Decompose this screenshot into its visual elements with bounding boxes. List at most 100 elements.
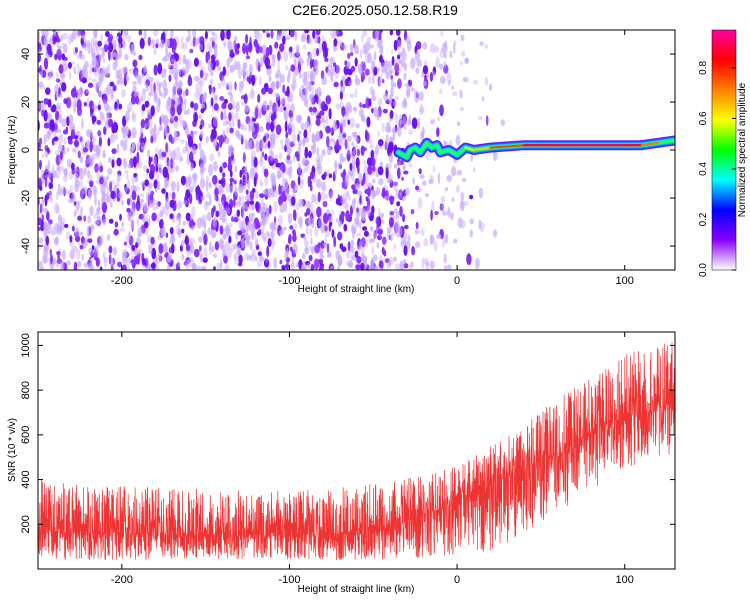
noise-blob — [122, 253, 125, 264]
noise-blob — [393, 82, 397, 88]
noise-blob — [88, 76, 92, 81]
noise-blob — [177, 200, 181, 211]
noise-blob — [96, 82, 100, 94]
noise-blob — [405, 232, 408, 245]
noise-blob — [233, 36, 238, 42]
noise-blob — [212, 217, 218, 229]
noise-blob — [203, 76, 207, 81]
noise-blob — [443, 64, 449, 74]
noise-blob — [270, 133, 276, 144]
noise-blob — [85, 129, 91, 137]
noise-blob — [362, 255, 367, 264]
noise-blob — [226, 247, 233, 259]
noise-blob — [63, 169, 68, 176]
noise-blob — [228, 235, 232, 244]
noise-blob — [339, 243, 343, 250]
noise-blob — [40, 66, 44, 79]
noise-blob — [360, 114, 366, 122]
noise-blob — [254, 189, 259, 199]
noise-blob — [222, 218, 226, 223]
noise-blob — [63, 169, 68, 176]
figure-title: C2E6.2025.050.12.58.R19 — [292, 2, 458, 18]
noise-blob — [442, 210, 448, 216]
noise-blob — [126, 102, 133, 113]
noise-blob — [119, 213, 122, 221]
noise-blob — [227, 40, 233, 51]
noise-blob — [124, 126, 130, 135]
noise-blob — [341, 75, 345, 84]
noise-blob — [187, 76, 193, 87]
noise-blob — [411, 246, 415, 256]
noise-blob — [261, 220, 266, 231]
noise-blob — [261, 231, 265, 240]
noise-blob — [318, 91, 322, 97]
noise-blob — [235, 101, 240, 112]
noise-blob — [408, 234, 411, 243]
noise-blob — [402, 163, 406, 171]
noise-blob — [212, 160, 218, 172]
noise-blob — [247, 179, 251, 191]
noise-blob — [174, 93, 179, 100]
noise-blob — [113, 229, 118, 236]
noise-blob — [116, 143, 120, 154]
noise-blob — [392, 100, 398, 107]
noise-blob — [231, 243, 235, 253]
noise-blob — [79, 156, 84, 164]
noise-blob — [90, 224, 95, 231]
noise-blob — [235, 111, 239, 123]
noise-blob — [444, 40, 447, 50]
noise-blob — [282, 35, 286, 45]
noise-blob — [136, 142, 140, 152]
noise-blob — [235, 130, 240, 139]
noise-blob — [178, 115, 182, 123]
noise-blob — [333, 38, 338, 47]
noise-blob — [164, 176, 169, 189]
noise-blob — [415, 228, 418, 235]
noise-blob — [63, 187, 66, 197]
noise-blob — [151, 247, 156, 260]
noise-blob — [372, 178, 376, 184]
noise-blob — [222, 218, 226, 223]
noise-blob — [104, 67, 110, 76]
noise-blob — [198, 157, 205, 168]
noise-blob — [377, 228, 383, 235]
noise-blob — [208, 45, 213, 54]
noise-blob — [213, 94, 218, 101]
noise-blob — [318, 99, 322, 111]
noise-blob — [43, 246, 49, 258]
noise-blob — [206, 211, 212, 222]
noise-blob — [160, 93, 165, 98]
noise-blob — [341, 181, 345, 189]
noise-blob — [55, 154, 61, 166]
noise-blob — [192, 178, 197, 189]
noise-blob — [229, 64, 235, 73]
noise-blob — [281, 265, 286, 270]
noise-blob — [165, 232, 169, 238]
noise-blob — [214, 187, 219, 197]
noise-blob — [246, 237, 251, 248]
noise-blob — [279, 106, 284, 113]
noise-blob — [231, 111, 235, 124]
noise-blob — [171, 85, 177, 97]
noise-blob — [87, 188, 92, 200]
noise-blob — [266, 210, 270, 218]
y-tick-label: 800 — [20, 381, 32, 399]
noise-blob — [79, 156, 84, 164]
noise-blob — [282, 84, 286, 94]
noise-blob — [328, 216, 333, 223]
noise-blob — [214, 241, 219, 251]
noise-blob — [194, 248, 200, 258]
noise-blob — [298, 139, 303, 146]
noise-blob — [127, 129, 131, 139]
noise-blob — [121, 88, 126, 98]
noise-blob — [393, 256, 397, 262]
noise-blob — [202, 155, 207, 166]
noise-blob — [261, 211, 266, 222]
noise-blob — [359, 48, 363, 59]
noise-blob — [215, 59, 220, 67]
noise-blob — [127, 231, 131, 240]
noise-blob — [371, 245, 374, 255]
noise-blob — [105, 124, 109, 129]
noise-blob — [77, 260, 82, 268]
noise-blob — [200, 162, 205, 174]
